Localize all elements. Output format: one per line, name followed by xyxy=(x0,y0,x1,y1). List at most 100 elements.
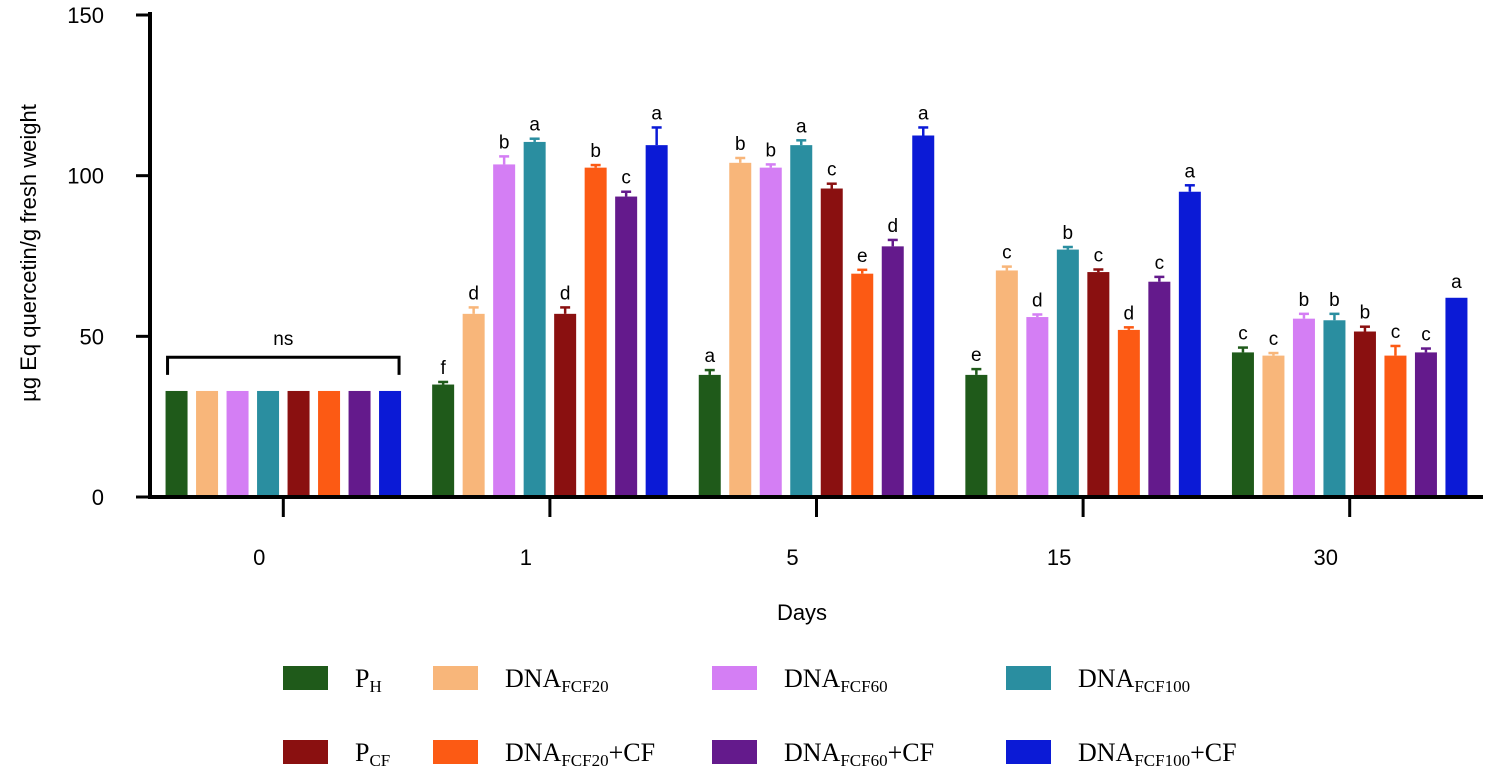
bar xyxy=(379,390,402,497)
significance-letter: b xyxy=(1299,290,1310,311)
bar xyxy=(645,145,668,497)
y-tick-label: 100 xyxy=(67,164,104,189)
bar xyxy=(790,145,813,497)
bar xyxy=(820,188,843,497)
significance-letter: c xyxy=(1002,243,1012,264)
legend-label: DNAFCF100+CF xyxy=(1078,738,1237,770)
legend-label: DNAFCF60+CF xyxy=(784,738,934,770)
bar xyxy=(615,196,638,497)
bar xyxy=(995,270,1018,497)
bar xyxy=(318,390,341,497)
bar xyxy=(1026,317,1049,497)
bar xyxy=(584,167,607,497)
bar xyxy=(462,313,485,497)
y-axis-title: µg Eq quercetin/g fresh weight xyxy=(16,104,41,402)
bar xyxy=(698,374,721,497)
legend-swatch xyxy=(283,740,328,764)
bar xyxy=(1231,352,1254,497)
bar xyxy=(1445,297,1468,497)
bar xyxy=(554,313,577,497)
significance-letter: d xyxy=(560,283,571,304)
x-axis-title: Days xyxy=(777,600,827,625)
significance-letter: c xyxy=(621,168,631,189)
significance-letter: b xyxy=(765,140,776,161)
y-tick-label: 0 xyxy=(92,485,104,510)
significance-letter: f xyxy=(441,358,447,379)
significance-letter: d xyxy=(1032,290,1043,311)
bar xyxy=(1292,318,1315,497)
y-tick-label: 150 xyxy=(67,3,104,28)
significance-letter: c xyxy=(1269,329,1279,350)
bar xyxy=(1178,191,1201,497)
bar xyxy=(523,141,546,497)
bar xyxy=(1323,320,1346,497)
bar xyxy=(851,273,874,497)
bar xyxy=(226,390,249,497)
bar xyxy=(1056,249,1079,497)
legend-label: DNAFCF20+CF xyxy=(505,738,655,770)
significance-letter: b xyxy=(1063,223,1074,244)
bar xyxy=(1262,355,1285,497)
bar xyxy=(432,384,455,497)
bar xyxy=(493,164,516,498)
legend-swatch xyxy=(433,740,478,764)
bar xyxy=(1414,352,1437,497)
bar xyxy=(196,390,219,497)
significance-letter: e xyxy=(857,246,868,267)
bar xyxy=(287,390,310,497)
significance-letter: d xyxy=(887,216,898,237)
significance-letter: a xyxy=(704,346,715,367)
significance-letter: b xyxy=(1329,290,1340,311)
bar xyxy=(1087,272,1110,497)
legend-label: DNAFCF20 xyxy=(505,664,609,696)
significance-letter: b xyxy=(1360,303,1371,324)
bar xyxy=(348,390,371,497)
legend: PH DNAFCF20 DNAFCF60 DNAFCF100 PCF DNAFCF20+C… xyxy=(283,664,1237,770)
legend-swatch xyxy=(712,666,757,690)
significance-letter: d xyxy=(1124,303,1135,324)
significance-letter: a xyxy=(1451,272,1462,293)
x-tick-label: 5 xyxy=(786,545,798,570)
legend-swatch xyxy=(433,666,478,690)
x-tick-label: 30 xyxy=(1313,545,1337,570)
ns-label: ns xyxy=(273,329,293,350)
legend-swatch xyxy=(1006,666,1051,690)
significance-letter: b xyxy=(499,132,510,153)
bar xyxy=(759,167,782,497)
bar xyxy=(729,162,752,497)
bar xyxy=(965,374,988,497)
significance-letter: b xyxy=(735,134,746,155)
legend-label: DNAFCF60 xyxy=(784,664,888,696)
significance-letter: c xyxy=(827,160,837,181)
bar xyxy=(1148,281,1171,497)
legend-label: PH xyxy=(355,664,382,696)
significance-letter: e xyxy=(971,345,982,366)
significance-letter: a xyxy=(918,103,929,124)
significance-letter: c xyxy=(1094,245,1104,266)
legend-label: PCF xyxy=(355,738,390,770)
legend-swatch xyxy=(712,740,757,764)
bar xyxy=(912,135,935,497)
ns-bracket xyxy=(166,355,401,375)
significance-letter: a xyxy=(796,116,807,137)
bar xyxy=(257,390,280,497)
bar xyxy=(1117,329,1140,497)
significance-letter: d xyxy=(468,283,479,304)
significance-letter: b xyxy=(590,141,601,162)
bar xyxy=(165,390,188,497)
y-tick-label: 50 xyxy=(80,324,104,349)
legend-swatch xyxy=(283,666,328,690)
significance-letter: a xyxy=(1185,161,1196,182)
significance-letter: c xyxy=(1155,253,1165,274)
bar xyxy=(881,246,904,497)
x-tick-label: 1 xyxy=(520,545,532,570)
significance-letter: a xyxy=(529,115,540,136)
legend-label: DNAFCF100 xyxy=(1078,664,1190,696)
bar xyxy=(1353,331,1376,497)
bar xyxy=(1384,355,1407,497)
significance-letter: a xyxy=(651,103,662,124)
x-tick-label: 15 xyxy=(1047,545,1071,570)
